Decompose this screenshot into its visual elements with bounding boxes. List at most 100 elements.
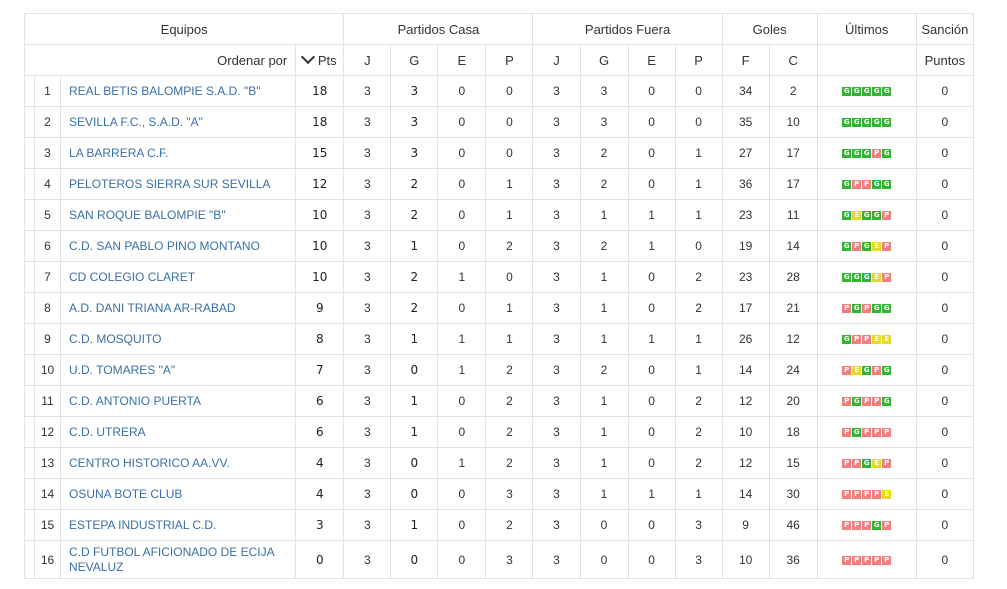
away-played: 3 xyxy=(532,106,581,138)
sanction-points: 0 xyxy=(915,230,975,262)
team-link[interactable]: U.D. TOMARES "A" xyxy=(60,354,297,386)
sort-by-label: Ordenar por xyxy=(23,44,297,76)
row-spacer xyxy=(24,447,35,479)
team-link[interactable]: CENTRO HISTORICO AA.VV. xyxy=(60,447,297,479)
team-link[interactable]: CD COLEGIO CLARET xyxy=(60,261,297,293)
row-spacer xyxy=(24,416,35,448)
points: 10 xyxy=(295,261,345,293)
header-last-empty xyxy=(816,44,917,76)
points: 4 xyxy=(295,447,345,479)
home-lost: 3 xyxy=(485,478,534,510)
team-link[interactable]: OSUNA BOTE CLUB xyxy=(60,478,297,510)
result-badge: G xyxy=(852,118,862,128)
result-badge: P xyxy=(852,459,862,469)
home-won: 1 xyxy=(390,385,439,417)
goals-for: 23 xyxy=(721,199,770,231)
result-badge: G xyxy=(882,397,892,407)
home-played: 3 xyxy=(343,447,392,479)
row-spacer xyxy=(24,292,35,324)
away-lost: 1 xyxy=(674,168,723,200)
team-link[interactable]: C.D FUTBOL AFICIONADO DE ECIJA NEVALUZ xyxy=(60,540,297,579)
result-badge: G xyxy=(882,366,892,376)
team-link[interactable]: REAL BETIS BALOMPIE S.A.D. "B" xyxy=(60,75,297,107)
home-played: 3 xyxy=(343,75,392,107)
team-link[interactable]: ESTEPA INDUSTRIAL C.D. xyxy=(60,509,297,541)
result-badge: P xyxy=(872,397,882,407)
row-spacer xyxy=(24,323,35,355)
result-badge: G xyxy=(852,304,862,314)
header-away-g: G xyxy=(579,44,629,76)
away-lost: 2 xyxy=(674,261,723,293)
result-badge: G xyxy=(842,149,852,159)
team-link[interactable]: C.D. UTRERA xyxy=(60,416,297,448)
team-link[interactable]: SAN ROQUE BALOMPIE "B" xyxy=(60,199,297,231)
away-drawn: 0 xyxy=(627,75,676,107)
home-played: 3 xyxy=(343,323,392,355)
home-drawn: 0 xyxy=(437,106,487,138)
team-link[interactable]: SEVILLA F.C., S.A.D. "A" xyxy=(60,106,297,138)
sanction-points: 0 xyxy=(915,447,975,479)
goals-for: 9 xyxy=(721,509,770,541)
table-row: 7 CD COLEGIO CLARET 10 3 2 1 0 3 1 0 2 23 28 G G G E P 0 xyxy=(24,261,975,293)
header-partidos-fuera: Partidos Fuera xyxy=(532,13,723,45)
away-won: 0 xyxy=(579,540,629,579)
sanction-points: 0 xyxy=(915,509,975,541)
goals-for: 12 xyxy=(721,447,770,479)
points: 12 xyxy=(295,168,345,200)
position: 10 xyxy=(33,354,62,386)
team-link[interactable]: LA BARRERA C.F. xyxy=(60,137,297,169)
away-played: 3 xyxy=(532,354,581,386)
home-drawn: 1 xyxy=(437,447,487,479)
sanction-points: 0 xyxy=(915,292,975,324)
result-badge: G xyxy=(882,87,892,97)
position: 8 xyxy=(33,292,62,324)
away-lost: 2 xyxy=(674,447,723,479)
result-badge: G xyxy=(852,149,862,159)
row-spacer xyxy=(24,385,35,417)
goals-against: 15 xyxy=(768,447,818,479)
row-spacer xyxy=(24,75,35,107)
result-badge: G xyxy=(882,304,892,314)
position: 3 xyxy=(33,137,62,169)
away-won: 1 xyxy=(579,292,629,324)
sanction-points: 0 xyxy=(915,261,975,293)
sanction-points: 0 xyxy=(915,168,975,200)
team-link[interactable]: PELOTEROS SIERRA SUR SEVILLA xyxy=(60,168,297,200)
result-badge: P xyxy=(862,335,872,345)
team-link[interactable]: C.D. MOSQUITO xyxy=(60,323,297,355)
table-row: 5 SAN ROQUE BALOMPIE "B" 10 3 2 0 1 3 1 1 1 23 11 G E G… xyxy=(24,199,975,231)
table-row: 4 PELOTEROS SIERRA SUR SEVILLA 12 3 2 0 1 3 2 0 1 3… xyxy=(24,168,975,200)
team-link[interactable]: A.D. DANI TRIANA AR-RABAD xyxy=(60,292,297,324)
away-played: 3 xyxy=(532,75,581,107)
away-won: 2 xyxy=(579,137,629,169)
sanction-points: 0 xyxy=(915,540,975,579)
away-lost: 0 xyxy=(674,230,723,262)
goals-against: 17 xyxy=(768,168,818,200)
row-spacer xyxy=(24,230,35,262)
sanction-points: 0 xyxy=(915,106,975,138)
position: 9 xyxy=(33,323,62,355)
away-lost: 1 xyxy=(674,478,723,510)
away-lost: 2 xyxy=(674,416,723,448)
sort-pts-button[interactable]: Pts xyxy=(295,44,345,76)
result-badge: P xyxy=(882,459,892,469)
result-badge: G xyxy=(842,273,852,283)
home-played: 3 xyxy=(343,478,392,510)
result-badge: P xyxy=(882,242,892,252)
home-won: 3 xyxy=(390,106,439,138)
away-lost: 2 xyxy=(674,292,723,324)
home-lost: 1 xyxy=(485,168,534,200)
home-lost: 1 xyxy=(485,292,534,324)
team-link[interactable]: C.D. ANTONIO PUERTA xyxy=(60,385,297,417)
result-badge: P xyxy=(852,242,862,252)
result-badge: G xyxy=(882,118,892,128)
points: 18 xyxy=(295,106,345,138)
home-won: 1 xyxy=(390,416,439,448)
team-link[interactable]: C.D. SAN PABLO PINO MONTANO xyxy=(60,230,297,262)
result-badge: P xyxy=(862,180,872,190)
